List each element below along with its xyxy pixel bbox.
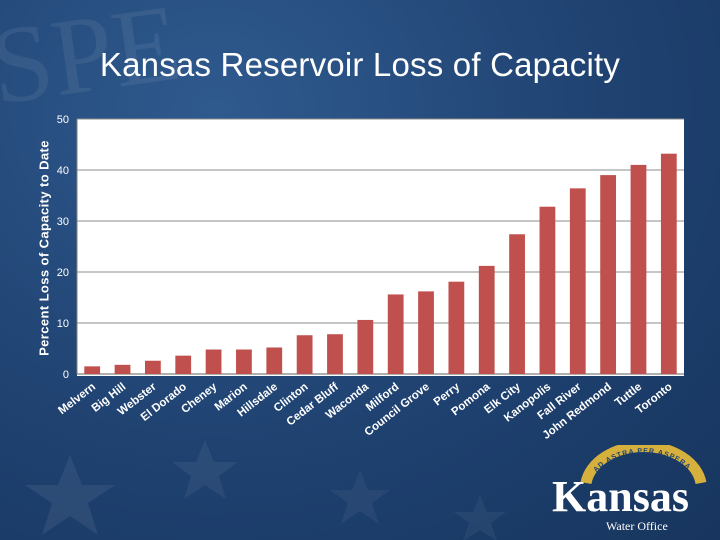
bar bbox=[236, 349, 252, 374]
y-tick-label: 10 bbox=[57, 318, 69, 330]
bar bbox=[509, 234, 525, 374]
logo-subtitle: Water Office bbox=[606, 519, 668, 533]
chart-title: Kansas Reservoir Loss of Capacity bbox=[99, 46, 621, 83]
bar bbox=[296, 335, 313, 374]
y-tick-label: 20 bbox=[57, 267, 69, 279]
bar bbox=[418, 291, 434, 374]
x-tick-label: Melvern bbox=[56, 381, 98, 417]
y-tick-label: 30 bbox=[57, 216, 69, 228]
bar bbox=[600, 175, 617, 374]
bar bbox=[539, 206, 556, 374]
bar bbox=[478, 265, 495, 374]
bar bbox=[569, 188, 586, 374]
bar bbox=[630, 164, 647, 374]
bar bbox=[144, 360, 161, 374]
bar bbox=[114, 364, 131, 374]
y-tick-label: 40 bbox=[57, 165, 69, 177]
kansas-water-office-logo: AD ASTRA PER ASPERA Kansas Water Office bbox=[546, 441, 716, 535]
bar bbox=[387, 294, 404, 374]
y-tick-label: 0 bbox=[63, 369, 69, 381]
bar bbox=[327, 334, 343, 374]
logo-name: Kansas bbox=[552, 472, 689, 521]
bar bbox=[205, 349, 222, 374]
bar bbox=[84, 366, 101, 374]
y-tick-label: 50 bbox=[57, 114, 69, 126]
bar bbox=[266, 347, 283, 374]
bar bbox=[175, 355, 192, 374]
bar bbox=[448, 281, 465, 374]
bar bbox=[357, 319, 374, 374]
bar bbox=[660, 153, 677, 374]
